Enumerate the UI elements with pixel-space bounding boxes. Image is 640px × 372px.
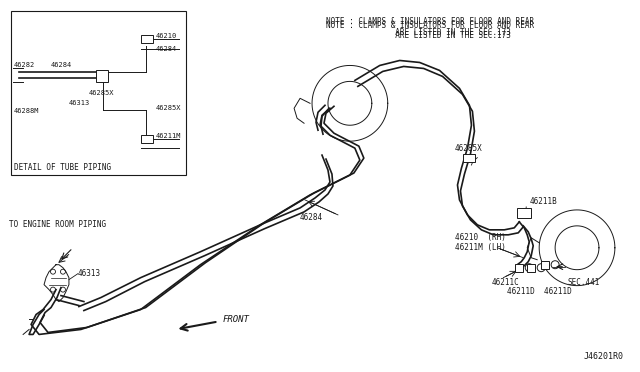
Text: 46211B: 46211B (529, 198, 557, 206)
Text: 46211C: 46211C (492, 278, 519, 287)
Text: NOTE : CLAMPS & INSULATORS FOR FLOOR AND REAR: NOTE : CLAMPS & INSULATORS FOR FLOOR AND… (326, 17, 534, 26)
Text: ARE LISTED IN THE SEC.173: ARE LISTED IN THE SEC.173 (349, 28, 511, 36)
Text: 46285X: 46285X (89, 90, 115, 96)
Text: 46285X: 46285X (454, 144, 483, 153)
Bar (11, 11, 186, 175)
Bar (517, 208, 531, 218)
Text: 46313: 46313 (78, 269, 101, 278)
Bar (527, 264, 535, 272)
Bar (141, 35, 152, 42)
Bar (96, 70, 108, 82)
Text: 46282: 46282 (14, 62, 35, 68)
Text: 46288M: 46288M (14, 108, 40, 114)
Text: 46211M: 46211M (156, 133, 181, 139)
Text: SEC.441: SEC.441 (567, 278, 600, 287)
Text: ARE LISTED IN THE SEC.173: ARE LISTED IN THE SEC.173 (349, 31, 511, 39)
Bar (541, 261, 549, 269)
Text: 46284: 46284 (300, 214, 323, 222)
Text: TO ENGINE ROOM PIPING: TO ENGINE ROOM PIPING (9, 220, 106, 230)
Text: 46210: 46210 (156, 33, 177, 39)
Text: 46284: 46284 (51, 62, 72, 68)
Text: J46201R0: J46201R0 (584, 352, 624, 361)
Bar (463, 154, 476, 162)
Text: 46313: 46313 (69, 100, 90, 106)
Text: FRONT: FRONT (222, 315, 249, 324)
Text: 46210  (RH): 46210 (RH) (456, 233, 506, 242)
Bar (141, 135, 152, 143)
Bar (515, 264, 524, 272)
Text: NOTE : CLAMPS & INSULATORS FOR FLOOR AND REAR: NOTE : CLAMPS & INSULATORS FOR FLOOR AND… (326, 20, 534, 30)
Text: 46211D  46211D: 46211D 46211D (508, 287, 572, 296)
Text: DETAIL OF TUBE PIPING: DETAIL OF TUBE PIPING (14, 163, 111, 172)
Text: 46285X: 46285X (156, 105, 181, 111)
Text: 46284: 46284 (156, 45, 177, 51)
Text: 46211M (LH): 46211M (LH) (456, 243, 506, 252)
